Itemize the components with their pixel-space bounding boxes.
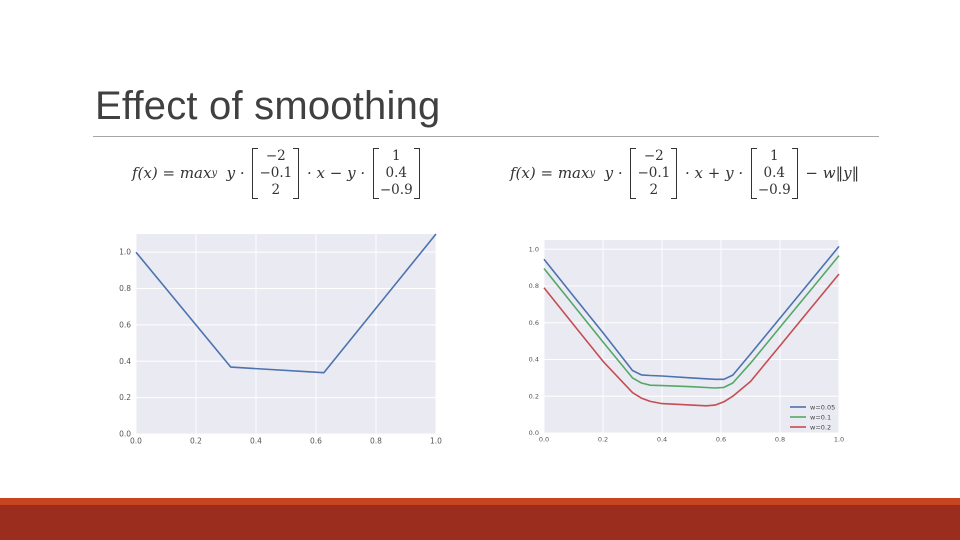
formula-right: f(x) = max y y · −2 −0.1 2 · x + y · 1 0.…	[510, 144, 859, 202]
formula-left-mid1: y ·	[217, 164, 250, 182]
vector-entry: −0.9	[757, 181, 791, 198]
formula-right-sub: y	[589, 167, 596, 179]
x-tick-label: 0.0	[539, 436, 549, 444]
formula-right-mid1: y ·	[595, 164, 628, 182]
footer-bar	[0, 505, 960, 540]
y-tick-label: 0.2	[529, 392, 539, 400]
y-tick-label: 1.0	[119, 248, 131, 257]
series-line	[135, 233, 437, 374]
vector-entry: 2	[271, 181, 281, 198]
formula-left-vector-1: −2 −0.1 2	[252, 147, 300, 199]
x-tick-label: 0.2	[598, 436, 608, 444]
title-divider	[93, 136, 879, 137]
formula-left-prefix: f(x) = max	[132, 164, 212, 182]
series-line	[543, 255, 840, 389]
formula-left-sub: y	[211, 167, 218, 179]
y-tick-label: 0.0	[119, 430, 131, 439]
x-tick-label: 0.6	[310, 437, 322, 446]
plot-area	[544, 240, 839, 433]
vector-entry: −0.1	[637, 164, 671, 181]
x-tick-label: 0.4	[250, 437, 262, 446]
series-line	[543, 273, 840, 407]
formula-right-vector-1: −2 −0.1 2	[630, 147, 678, 199]
x-tick-label: 0.8	[370, 437, 382, 446]
series-line	[543, 245, 840, 381]
formula-left-mid2: · x − y ·	[302, 164, 370, 182]
formula-left-vector-2: 1 0.4 −0.9	[372, 147, 420, 199]
y-tick-label: 0.4	[529, 356, 539, 364]
plot-area	[136, 234, 436, 434]
x-tick-label: 0.0	[130, 437, 142, 446]
y-tick-label: 0.0	[529, 429, 539, 437]
formula-right-vector-2: 1 0.4 −0.9	[750, 147, 798, 199]
vector-entry: −2	[265, 147, 286, 164]
vector-entry: 0.4	[763, 164, 785, 181]
vector-entry: 2	[649, 181, 659, 198]
x-tick-label: 1.0	[430, 437, 442, 446]
x-tick-label: 0.6	[716, 436, 726, 444]
x-tick-label: 0.2	[190, 437, 202, 446]
formula-right-mid2: · x + y ·	[680, 164, 748, 182]
vector-entry: 1	[769, 147, 779, 164]
y-tick-label: 1.0	[529, 245, 539, 253]
vector-entry: 0.4	[385, 164, 407, 181]
legend-label: w=0.1	[810, 414, 831, 422]
x-tick-label: 1.0	[834, 436, 844, 444]
vector-entry: −0.1	[259, 164, 293, 181]
y-tick-label: 0.2	[119, 393, 131, 402]
formula-left: f(x) = max y y · −2 −0.1 2 · x − y · 1 0.…	[132, 144, 423, 202]
footer-accent-bar	[0, 498, 960, 505]
y-tick-label: 0.4	[119, 357, 131, 366]
vector-entry: 1	[391, 147, 401, 164]
x-tick-label: 0.8	[775, 436, 785, 444]
chart-left: 0.0 0.2 0.4 0.6 0.8 1.0 0.0 0.2 0.4 0.6 0.8 1.0	[119, 233, 442, 446]
chart-right: 0.0 0.2 0.4 0.6 0.8 1.00.00.20.40.60.81.0w=0.…	[529, 240, 844, 444]
vector-entry: −0.9	[379, 181, 413, 198]
y-tick-label: 0.8	[119, 284, 131, 293]
y-tick-label: 0.8	[529, 282, 539, 290]
y-tick-label: 0.6	[529, 319, 539, 327]
legend-label: w=0.05	[810, 404, 835, 412]
formula-right-suffix: − w‖y‖	[800, 164, 860, 182]
y-tick-label: 0.6	[119, 320, 131, 329]
x-tick-label: 0.4	[657, 436, 667, 444]
legend-label: w=0.2	[810, 424, 831, 432]
vector-entry: −2	[643, 147, 664, 164]
slide-title: Effect of smoothing	[95, 84, 441, 128]
formula-right-prefix: f(x) = max	[510, 164, 590, 182]
